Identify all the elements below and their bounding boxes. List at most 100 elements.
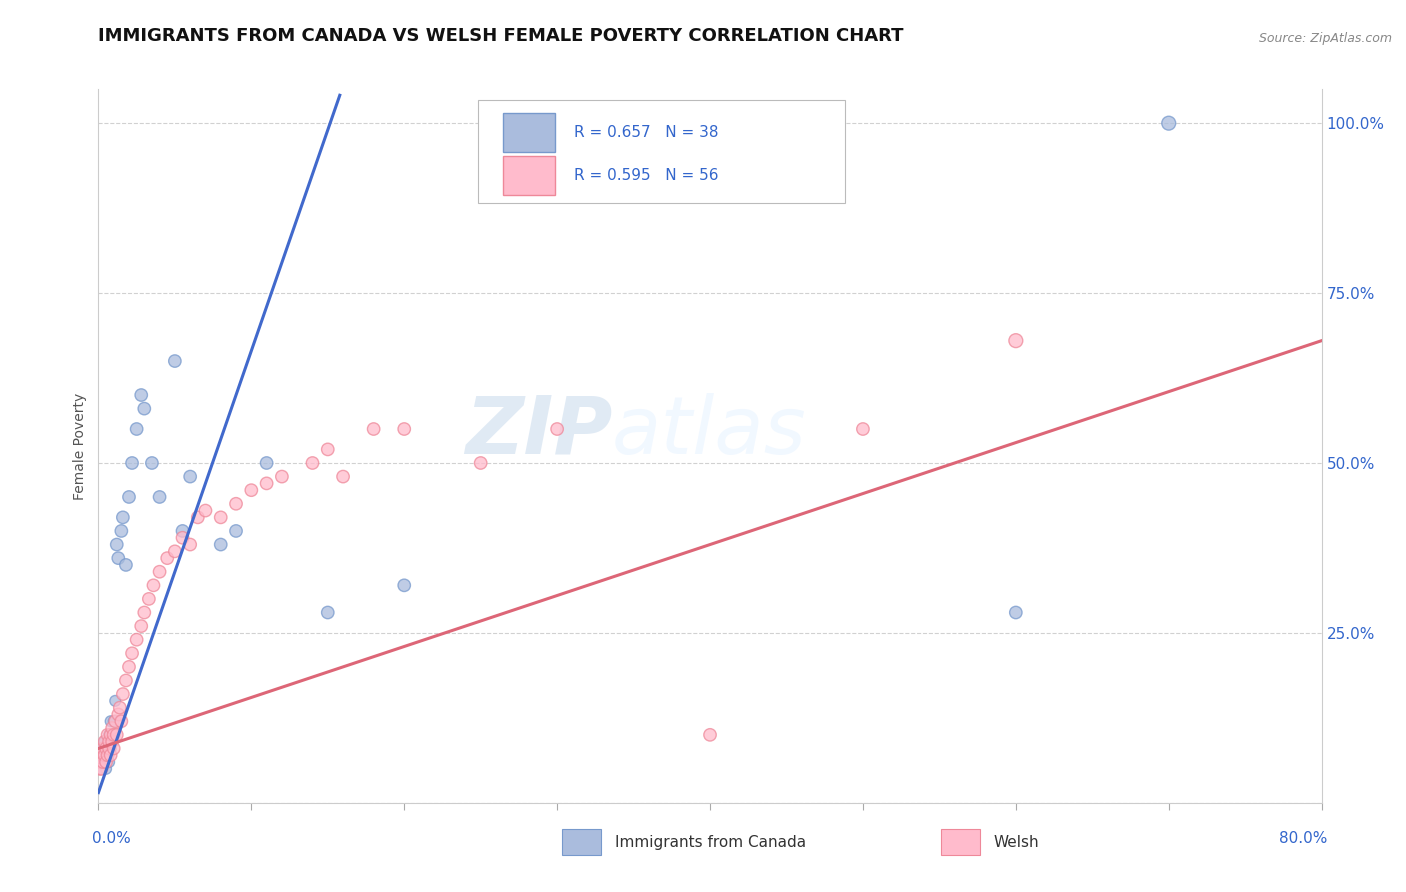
Point <box>129 619 152 633</box>
Point <box>118 490 141 504</box>
Point <box>111 687 134 701</box>
Point <box>392 422 416 436</box>
Text: atlas: atlas <box>612 392 807 471</box>
Point <box>97 748 120 763</box>
Point <box>97 728 120 742</box>
Point <box>270 469 292 483</box>
Point <box>105 728 128 742</box>
Point <box>98 755 121 769</box>
Point <box>256 476 278 491</box>
Point <box>1004 334 1026 348</box>
Point <box>470 456 492 470</box>
Point <box>129 388 152 402</box>
Point <box>179 537 201 551</box>
Point <box>107 707 129 722</box>
Point <box>332 469 354 483</box>
Text: R = 0.657   N = 38: R = 0.657 N = 38 <box>574 125 718 140</box>
Point <box>107 551 129 566</box>
Point <box>104 694 127 708</box>
Point <box>115 673 138 688</box>
Point <box>89 762 111 776</box>
Text: 80.0%: 80.0% <box>1279 831 1327 847</box>
Point <box>1004 606 1026 620</box>
Point <box>91 741 114 756</box>
Y-axis label: Female Poverty: Female Poverty <box>73 392 87 500</box>
Point <box>101 721 124 735</box>
Point <box>121 456 143 470</box>
Text: Source: ZipAtlas.com: Source: ZipAtlas.com <box>1258 31 1392 45</box>
Point <box>187 510 209 524</box>
Point <box>121 646 143 660</box>
Point <box>111 510 134 524</box>
Point <box>125 632 148 647</box>
Point <box>101 734 124 748</box>
Point <box>108 700 131 714</box>
Point <box>94 741 117 756</box>
Point <box>103 714 125 729</box>
Point <box>94 748 117 763</box>
FancyBboxPatch shape <box>478 100 845 203</box>
Point <box>134 401 156 416</box>
Point <box>363 422 385 436</box>
Point <box>172 531 194 545</box>
Text: R = 0.595   N = 56: R = 0.595 N = 56 <box>574 169 718 183</box>
FancyBboxPatch shape <box>503 156 555 195</box>
Point <box>89 755 111 769</box>
Point <box>90 762 112 776</box>
Point <box>142 578 165 592</box>
Point <box>225 524 247 538</box>
Point <box>98 728 121 742</box>
Point <box>225 497 247 511</box>
Point <box>209 537 232 551</box>
Point <box>699 728 721 742</box>
Point <box>141 456 163 470</box>
Point <box>103 728 125 742</box>
Text: 0.0%: 0.0% <box>93 831 131 847</box>
Point <box>118 660 141 674</box>
Point <box>100 714 122 729</box>
Point <box>149 490 172 504</box>
Point <box>1157 116 1180 130</box>
Point <box>149 565 172 579</box>
Point <box>103 741 125 756</box>
FancyBboxPatch shape <box>562 829 602 855</box>
Point <box>91 755 114 769</box>
Point <box>110 714 132 729</box>
Point <box>91 748 114 763</box>
Point <box>94 755 117 769</box>
Point <box>105 537 128 551</box>
Point <box>100 728 122 742</box>
Text: Immigrants from Canada: Immigrants from Canada <box>614 835 806 849</box>
Point <box>125 422 148 436</box>
Point <box>134 606 156 620</box>
Point <box>100 741 122 756</box>
Point <box>163 354 186 368</box>
Text: Welsh: Welsh <box>994 835 1039 849</box>
Point <box>138 591 160 606</box>
Point <box>852 422 875 436</box>
Point <box>301 456 323 470</box>
Text: IMMIGRANTS FROM CANADA VS WELSH FEMALE POVERTY CORRELATION CHART: IMMIGRANTS FROM CANADA VS WELSH FEMALE P… <box>98 27 904 45</box>
Point <box>97 741 120 756</box>
Point <box>179 469 201 483</box>
Point <box>546 422 568 436</box>
Point <box>98 734 121 748</box>
Point <box>172 524 194 538</box>
Point <box>156 551 179 566</box>
Point <box>194 503 217 517</box>
Point <box>101 728 124 742</box>
Text: ZIP: ZIP <box>465 392 612 471</box>
Point <box>392 578 416 592</box>
Point <box>256 456 278 470</box>
Point <box>240 483 263 498</box>
FancyBboxPatch shape <box>503 113 555 152</box>
Point <box>91 741 114 756</box>
Point <box>93 734 115 748</box>
Point <box>104 714 127 729</box>
Point <box>163 544 186 558</box>
Point <box>98 741 121 756</box>
Point <box>316 442 339 457</box>
FancyBboxPatch shape <box>941 829 980 855</box>
Point <box>94 762 117 776</box>
Point <box>93 734 115 748</box>
